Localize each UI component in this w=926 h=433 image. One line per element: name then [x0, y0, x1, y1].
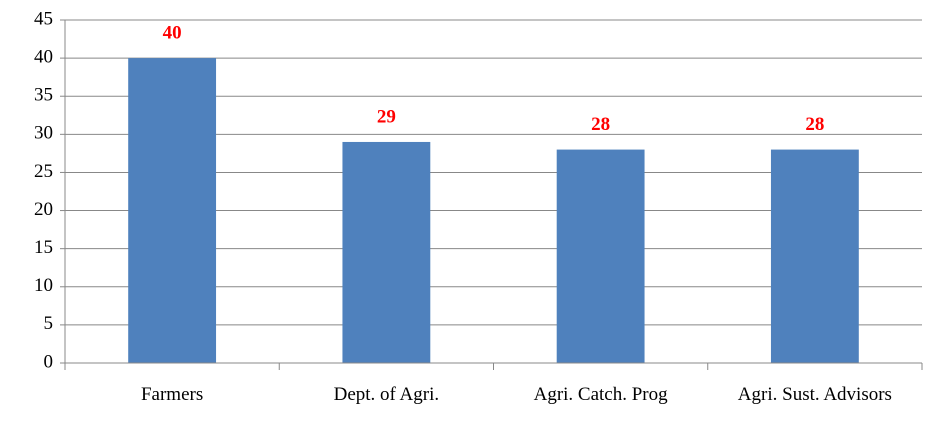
- data-label: 29: [377, 106, 396, 127]
- x-tick-label: Agri. Sust. Advisors: [737, 384, 892, 405]
- x-tick-label: Farmers: [140, 384, 204, 405]
- y-tick-label: 30: [34, 123, 53, 144]
- bar: [556, 149, 645, 363]
- y-tick-label: 20: [34, 199, 53, 220]
- bar: [770, 149, 859, 363]
- data-label: 40: [163, 22, 182, 43]
- y-tick-label: 35: [34, 85, 53, 106]
- y-tick-label: 10: [34, 275, 53, 296]
- y-tick-label: 45: [34, 8, 53, 29]
- data-label: 28: [805, 114, 824, 135]
- y-tick-label: 15: [34, 237, 53, 258]
- y-tick-label: 25: [34, 161, 53, 182]
- x-tick-label: Dept. of Agri.: [333, 384, 440, 405]
- bar: [128, 58, 217, 363]
- y-tick-label: 5: [44, 313, 54, 334]
- data-label: 28: [591, 114, 610, 135]
- y-tick-label: 0: [44, 351, 54, 372]
- y-tick-label: 40: [34, 46, 53, 67]
- bar: [342, 141, 431, 363]
- x-tick-label: Agri. Catch. Prog: [533, 384, 668, 405]
